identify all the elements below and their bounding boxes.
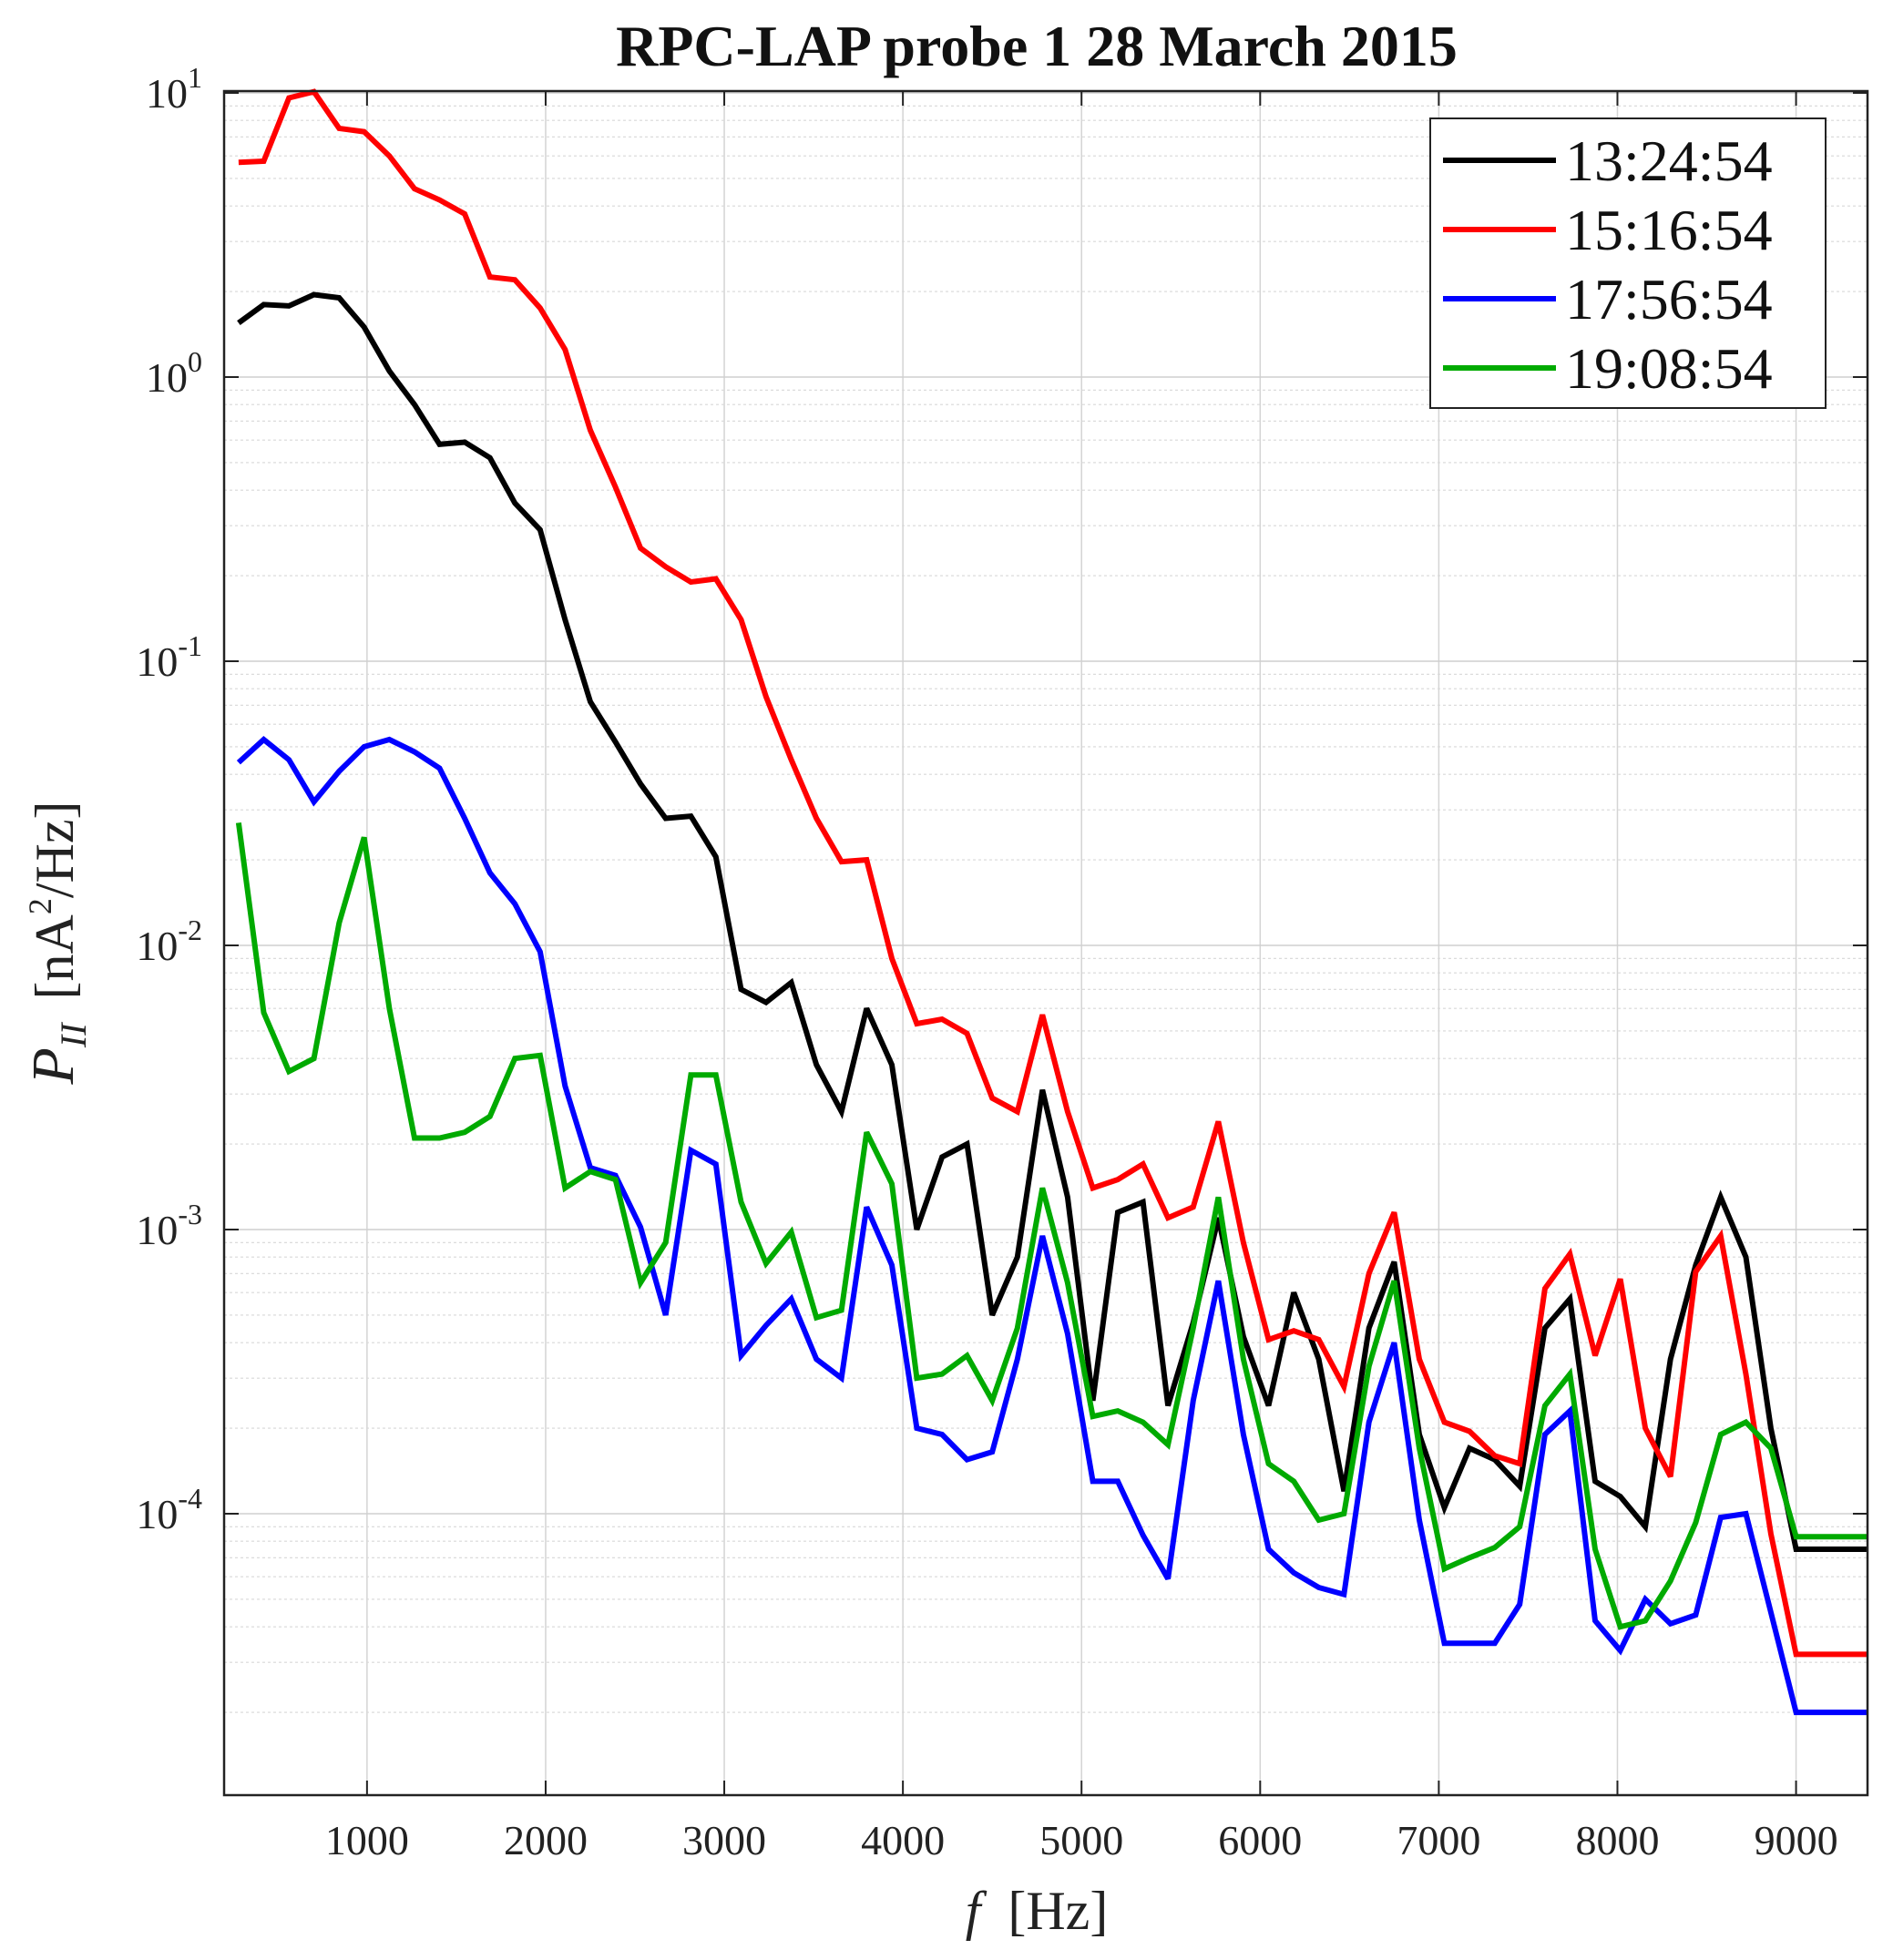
series-lines bbox=[235, 88, 1868, 1716]
x-tick-label: 7000 bbox=[1397, 1817, 1480, 1863]
x-tick-label: 4000 bbox=[861, 1817, 945, 1863]
chart-title: RPC-LAP probe 1 28 March 2015 bbox=[616, 14, 1458, 78]
series-line-15-16-54 bbox=[238, 88, 1868, 1658]
legend-box bbox=[1429, 117, 1827, 409]
x-tick-label: 5000 bbox=[1039, 1817, 1123, 1863]
series-line-19-08-54 bbox=[235, 822, 1868, 1630]
plot-frame bbox=[222, 89, 1869, 1797]
x-tick-label: 2000 bbox=[504, 1817, 588, 1863]
axis-ticks: 1000 2000 3000 4000 5000 6000 7000 8000 9000 101 1… bbox=[136, 61, 1868, 1863]
x-tick-label: 1000 bbox=[325, 1817, 409, 1863]
y-tick-label: 10-3 bbox=[136, 1198, 202, 1253]
y-tick-label: 10-2 bbox=[136, 914, 202, 969]
x-tick-label: 3000 bbox=[682, 1817, 766, 1863]
x-tick-label: 6000 bbox=[1218, 1817, 1302, 1863]
x-tick-label: 9000 bbox=[1755, 1817, 1838, 1863]
legend-label: 15:16:54 bbox=[1565, 198, 1773, 262]
legend-label: 13:24:54 bbox=[1565, 128, 1773, 193]
series-line-13-24-54 bbox=[237, 291, 1868, 1552]
y-tick-label: 10-4 bbox=[136, 1482, 202, 1537]
legend-label: 17:56:54 bbox=[1565, 267, 1773, 332]
y-tick-label: 101 bbox=[146, 61, 202, 117]
y-tick-label: 10-1 bbox=[136, 629, 202, 685]
y-tick-label: 100 bbox=[146, 345, 202, 401]
x-tick-label: 8000 bbox=[1575, 1817, 1659, 1863]
series-line-17-56-54 bbox=[236, 736, 1868, 1716]
legend-label: 19:08:54 bbox=[1565, 336, 1773, 401]
y-axis-label: PII[nA2/Hz] bbox=[20, 801, 94, 1086]
